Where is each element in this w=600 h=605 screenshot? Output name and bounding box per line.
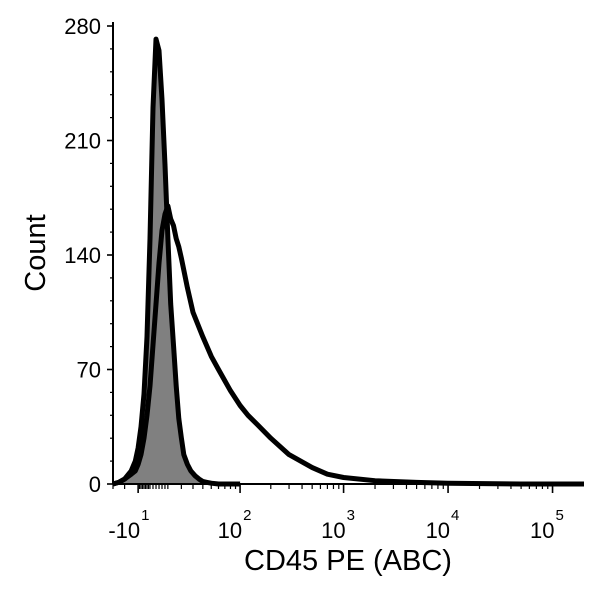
- x-tick-label-4: 10: [530, 518, 554, 543]
- x-tick-exponent-4: 5: [556, 507, 564, 524]
- y-tick-label-0: 0: [89, 472, 101, 497]
- x-axis-label: CD45 PE (ABC): [244, 545, 452, 577]
- series-0-line: [112, 36, 241, 487]
- series-layer: [112, 36, 584, 487]
- y-axis-label: Count: [20, 214, 52, 291]
- y-tick-label-1: 70: [77, 358, 101, 383]
- axes-layer: [112, 22, 584, 485]
- x-tick-exponent-3: 4: [451, 507, 459, 524]
- x-tick-label-1: 10: [218, 518, 242, 543]
- labels-layer: CD45 PE (ABC) Count: [20, 214, 452, 577]
- y-tick-label-3: 210: [64, 129, 101, 154]
- x-tick-label-3: 10: [426, 518, 450, 543]
- series-1-line: [112, 203, 584, 487]
- x-tick-exponent-2: 3: [347, 507, 355, 524]
- y-tick-label-2: 140: [64, 243, 101, 268]
- x-tick-exponent-0: 1: [141, 507, 149, 524]
- x-tick-label-0: -10: [108, 518, 140, 543]
- x-tick-label-2: 10: [321, 518, 345, 543]
- x-tick-exponent-1: 2: [243, 507, 251, 524]
- y-tick-label-4: 280: [64, 14, 101, 39]
